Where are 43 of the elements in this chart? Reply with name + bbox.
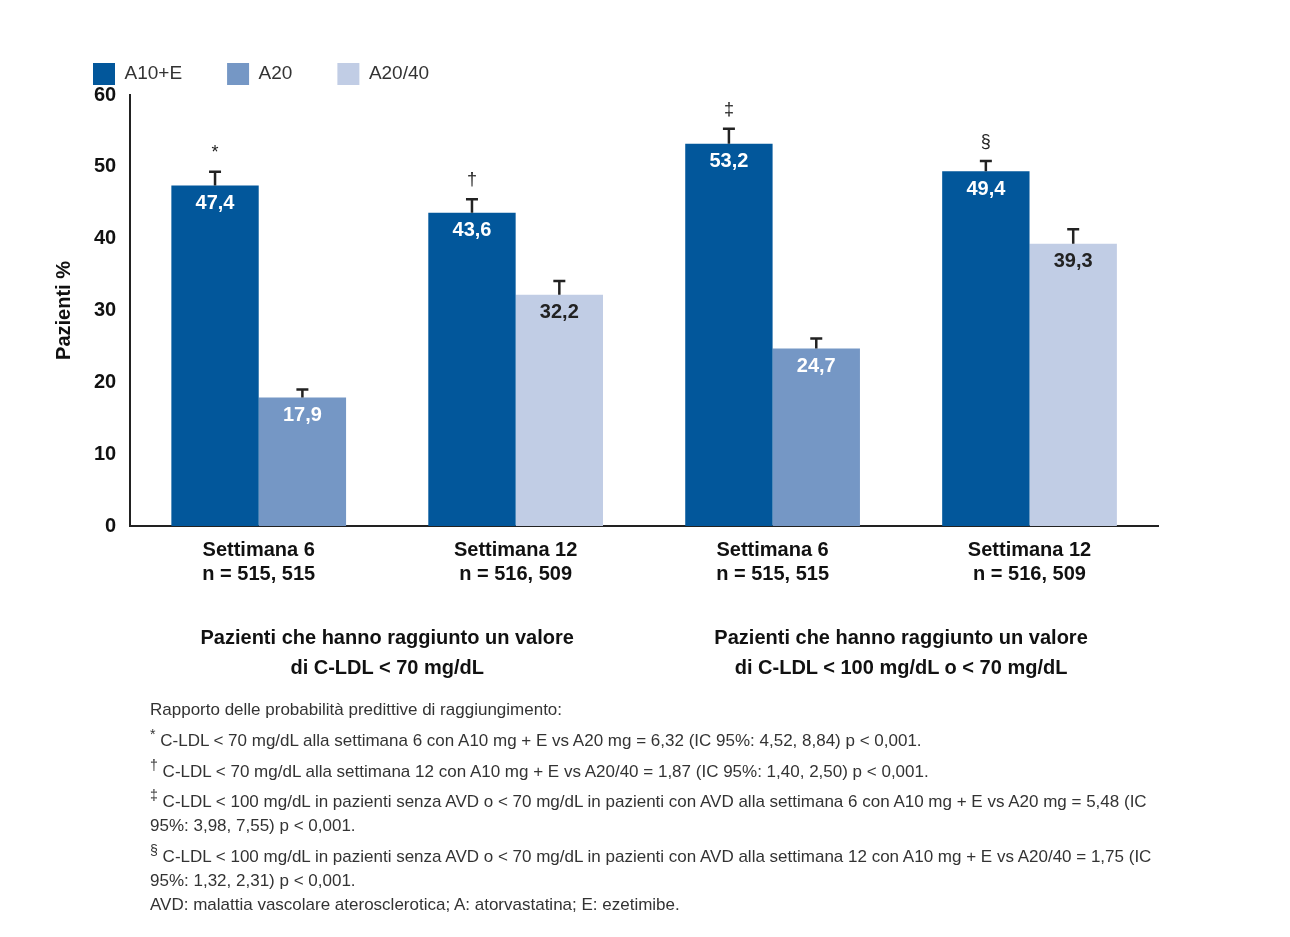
y-tick-label: 0 — [105, 513, 117, 536]
data-label: 49,4 — [966, 176, 1007, 199]
bar — [685, 143, 773, 526]
bar — [942, 171, 1030, 526]
legend-label: A20 — [258, 62, 293, 84]
legend-label: A20/40 — [368, 62, 430, 84]
bar — [772, 348, 860, 526]
annotation: ‡ — [723, 98, 734, 119]
bar — [258, 397, 347, 526]
text: $^{‡}$ C-LDL < 100 mg/dL in pazienti senza AVD o < 70 mg/dL in pazienti con AVD alla settimana 6 con A10 mg + E vs A20 mg = 5,48 (IC 95%: 3,98, 7,55) p < 0,001. — [150, 786, 1148, 837]
bar — [1029, 243, 1117, 526]
annotation: * — [211, 141, 219, 162]
data-label: 17,9 — [282, 402, 322, 425]
x-tick-label: Settimana 6 n = 515, 515 — [716, 537, 830, 584]
text: Pazienti che hanno raggiunto un valore di C-LDL < 100 mg/dL o < 70 mg/dL — [714, 625, 1088, 678]
data-label: 32,2 — [539, 300, 579, 323]
annotation: § — [980, 131, 991, 152]
y-tick-label: 50 — [94, 154, 117, 177]
legend-label: A10+E — [124, 62, 183, 84]
text: $^{†}$ C-LDL < 70 mg/dL alla settimana 12 con A10 mg + E vs A20/40 = 1,87 (IC 95%: 1,40, 2,50) p < 0,001. — [150, 755, 930, 783]
y-axis-title: Pazienti % — [51, 260, 74, 360]
data-label: 43,6 — [452, 218, 492, 241]
text: $^{*}$ C-LDL < 70 mg/dL alla settimana 6 con A10 mg + E vs A20 mg = 6,32 (IC 95%: 4,52, 8,84) p < 0,001. — [150, 725, 923, 752]
data-label: 24,7 — [796, 354, 836, 377]
y-tick-label: 60 — [94, 82, 117, 105]
y-tick-label: 10 — [94, 441, 117, 464]
x-tick-label: Settimana 12 n = 516, 509 — [453, 537, 578, 584]
y-tick-label: 30 — [94, 298, 117, 321]
text: $^{§}$ C-LDL < 100 mg/dL in pazienti senza AVD o < 70 mg/dL in pazienti con AVD alla settimana 12 con A10 mg + E vs A20/40 = 1,75 (IC 95%: 1,32, 2,31) p < 0,001. — [150, 840, 1153, 892]
text: AVD: malattia vascolare aterosclerotica; A: atorvastatina; E: ezetimibe. — [150, 893, 681, 916]
bar — [515, 294, 604, 526]
bar — [171, 185, 259, 526]
bar — [428, 212, 516, 526]
x-tick-label: Settimana 6 n = 515, 515 — [202, 537, 316, 584]
text: Pazienti che hanno raggiunto un valore di C-LDL < 70 mg/dL — [200, 625, 574, 678]
data-label: 53,2 — [709, 149, 749, 172]
data-label: 47,4 — [195, 191, 236, 214]
text: Rapporto delle probabilità predittive di raggiungimento: — [150, 699, 564, 721]
y-tick-label: 20 — [94, 369, 117, 392]
y-tick-label: 40 — [94, 226, 117, 249]
x-tick-label: Settimana 12 n = 516, 509 — [967, 537, 1092, 584]
data-label: 39,3 — [1053, 249, 1093, 272]
annotation: † — [466, 169, 477, 190]
